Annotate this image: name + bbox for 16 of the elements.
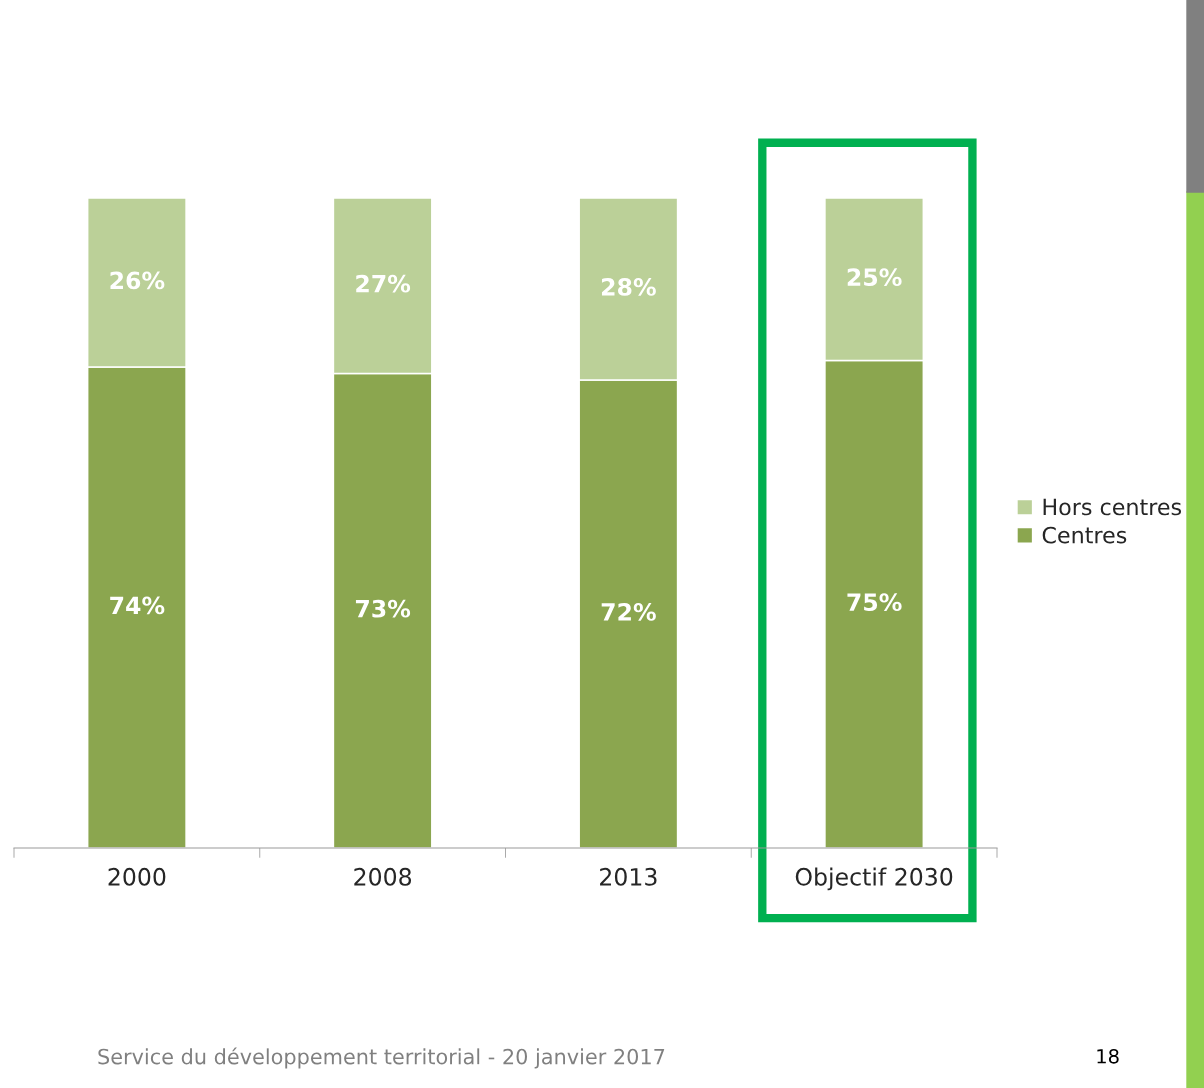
data-label: 25%	[847, 268, 902, 287]
data-label: 73%	[355, 599, 411, 618]
data-label: 28%	[601, 277, 656, 296]
legend-label: Hors centres	[1043, 498, 1182, 516]
data-label: 75%	[847, 593, 902, 612]
x-tick-label: 2000	[108, 867, 166, 886]
x-tick-label: 2008	[354, 867, 412, 886]
legend-label: Centres	[1042, 526, 1127, 544]
data-label: 27%	[356, 274, 411, 293]
data-label: 72%	[601, 602, 656, 621]
text: 18	[1097, 1048, 1119, 1064]
x-tick-label: 2013	[600, 867, 657, 886]
text: Service du développement territorial - 20 janvier 2017	[98, 1047, 665, 1069]
data-label: 26%	[110, 271, 165, 290]
data-label: 74%	[110, 596, 165, 615]
x-tick-label: Objectif 2030	[795, 867, 953, 891]
